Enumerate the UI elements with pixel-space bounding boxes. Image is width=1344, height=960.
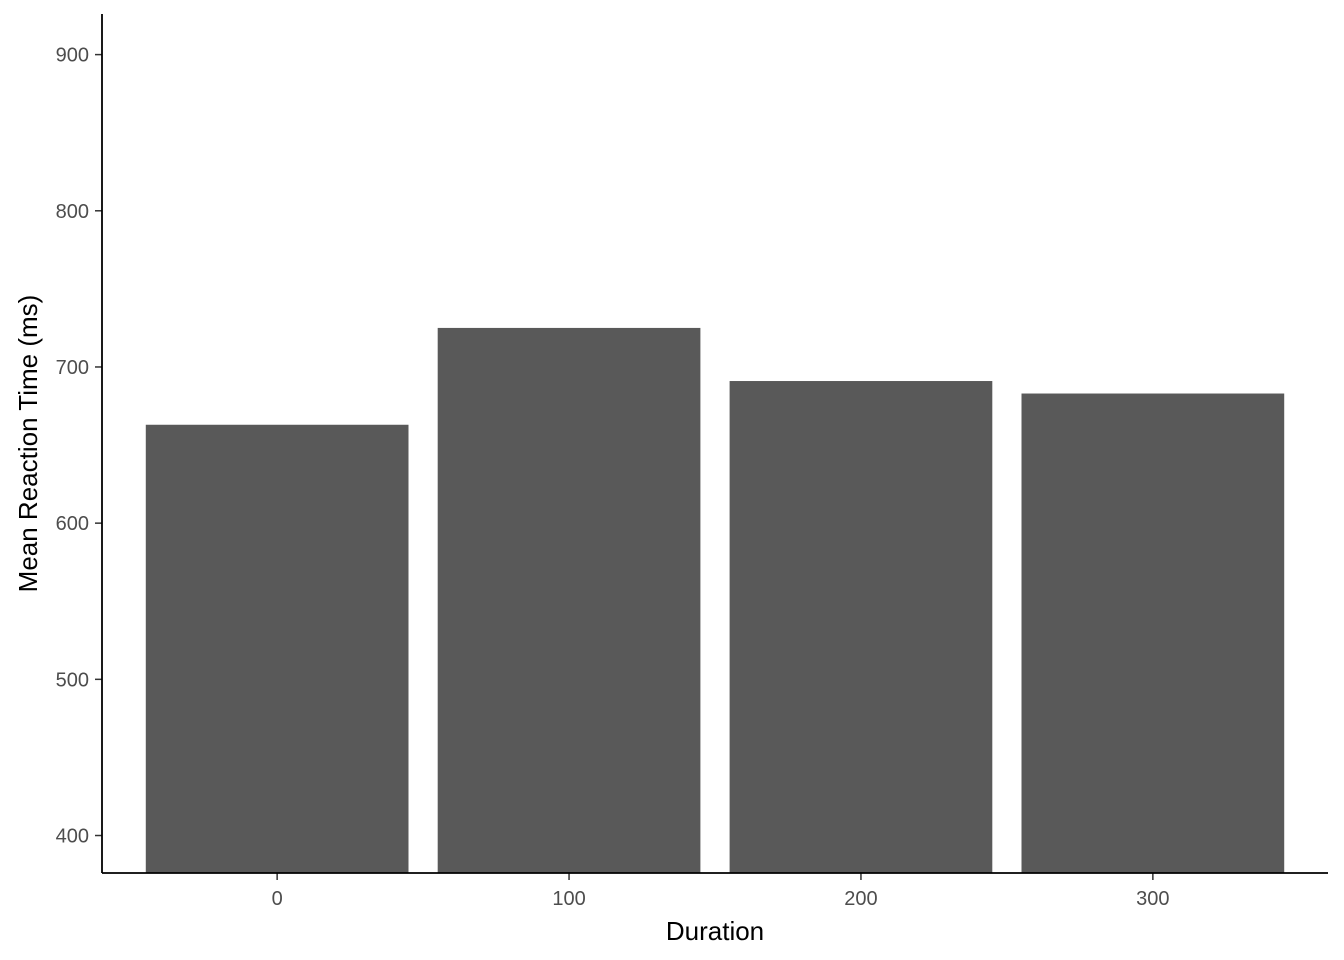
x-axis-title: Duration xyxy=(666,916,764,946)
y-tick-label: 500 xyxy=(56,669,89,691)
bars-group xyxy=(145,327,1285,874)
y-tick-label: 900 xyxy=(56,45,89,67)
x-tick-label: 0 xyxy=(272,888,283,910)
bar-0 xyxy=(145,424,409,873)
x-axis-ticks: 0 100 200 300 xyxy=(272,873,1170,910)
x-tick-label: 300 xyxy=(1136,888,1169,910)
bar-200 xyxy=(729,381,993,873)
x-tick-label: 200 xyxy=(844,888,877,910)
bar-300 xyxy=(1021,393,1285,873)
y-axis-title: Mean Reaction Time (ms) xyxy=(13,295,43,593)
y-tick-label: 600 xyxy=(56,513,89,535)
y-axis-ticks: 400 500 600 700 800 900 xyxy=(56,45,102,848)
y-tick-label: 400 xyxy=(56,826,89,848)
x-tick-label: 100 xyxy=(552,888,585,910)
y-tick-label: 700 xyxy=(56,357,89,379)
y-tick-label: 800 xyxy=(56,201,89,223)
bar-100 xyxy=(437,327,701,874)
